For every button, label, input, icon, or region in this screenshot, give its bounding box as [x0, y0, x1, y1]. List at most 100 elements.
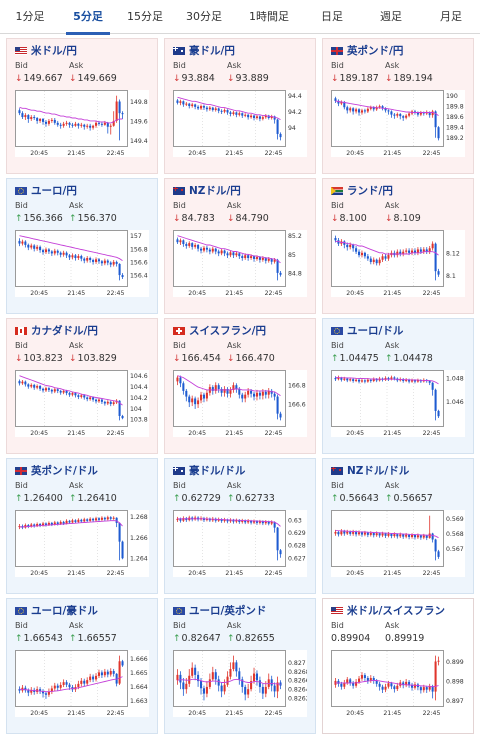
candle [33, 523, 36, 528]
currency-pair-name[interactable]: 英ポンド/ドル [31, 465, 98, 477]
currency-pair-name[interactable]: 英ポンド/円 [347, 45, 404, 57]
x-tick-label: 22:45 [423, 710, 441, 717]
candle [279, 549, 282, 558]
mini-candlestick-chart[interactable]: 1.268 1.266 1.264 20:45 21:45 22:45 [15, 510, 149, 577]
candle [232, 382, 235, 393]
candle [18, 523, 21, 530]
currency-pair-name[interactable]: NZドル/ドル [347, 465, 410, 477]
candle [182, 239, 185, 247]
rate-card[interactable]: ユーロ/ドル Bid Ask ↑ 1.04475 ↑ 1.04478 1.048 1.046 20… [322, 318, 474, 454]
candle [205, 681, 208, 698]
currency-pair-name[interactable]: ランド/円 [347, 185, 393, 197]
currency-pair-name[interactable]: 豪ドル/円 [189, 45, 235, 57]
x-tick-label: 22:45 [423, 290, 441, 297]
x-tick-label: 22:45 [423, 430, 441, 437]
rate-card[interactable]: NZドル/円 Bid Ask ↓ 84.783 ↓ 84.790 85.2 85 84.8 20:4… [164, 178, 316, 314]
y-tick-label: 0.629 [288, 530, 306, 537]
bid-price: 0.82647 [181, 633, 221, 644]
candle [276, 526, 279, 561]
au-flag-icon [173, 46, 185, 55]
candle [115, 517, 118, 528]
currency-pair-name[interactable]: 豪ドル/ドル [189, 465, 246, 477]
mini-candlestick-chart[interactable]: 85.2 85 84.8 20:45 21:45 22:45 [173, 230, 307, 297]
mini-candlestick-chart[interactable]: 0.569 0.568 0.567 20:45 21:45 22:45 [331, 510, 465, 577]
candle [247, 519, 250, 524]
candle [36, 117, 39, 124]
currency-pair-name[interactable]: カナダドル/円 [31, 325, 98, 337]
candle [83, 257, 86, 264]
x-tick-label: 22:45 [265, 710, 283, 717]
mini-candlestick-chart[interactable]: 1.666 1.665 1.664 1.663 20:45 21:45 22:45 [15, 650, 149, 717]
tab-5[interactable]: 日足 [321, 10, 343, 23]
rate-card[interactable]: 豪ドル/ドル Bid Ask ↑ 0.62729 ↑ 0.62733 0.63 0.629 0.6… [164, 458, 316, 594]
rate-card[interactable]: ユーロ/豪ドル Bid Ask ↑ 1.66543 ↑ 1.66557 1.666 1.665 1… [6, 598, 158, 734]
currency-pair-name[interactable]: ユーロ/豪ドル [31, 605, 98, 617]
bid-label: Bid [331, 61, 344, 70]
mini-candlestick-chart[interactable]: 104.6 104.4 104.2 104 103.8 20:45 21:45 22:45 [15, 370, 149, 437]
moving-average-line [335, 680, 439, 688]
mini-candlestick-chart[interactable]: 1.048 1.046 20:45 21:45 22:45 [331, 370, 465, 437]
currency-pair-name[interactable]: 米ドル/円 [31, 45, 77, 57]
y-tick-label: 0.8268 [288, 669, 307, 676]
candle [30, 115, 33, 121]
mini-candlestick-chart[interactable]: 166.8 166.6 20:45 21:45 22:45 [173, 370, 307, 437]
candle [217, 675, 220, 692]
tab-6[interactable]: 週足 [380, 10, 402, 23]
rate-card[interactable]: スイスフラン/円 Bid Ask ↓ 166.454 ↓ 166.470 166.8 166.6… [164, 318, 316, 454]
tab-2[interactable]: 15分足 [127, 10, 163, 23]
ask-label: Ask [227, 481, 242, 490]
mini-candlestick-chart[interactable]: 0.899 0.898 0.897 20:45 21:45 22:45 [331, 650, 465, 717]
currency-pair-name[interactable]: 米ドル/スイスフラン [347, 605, 446, 617]
mini-candlestick-chart[interactable]: 8.12 8.1 20:45 21:45 22:45 [331, 230, 465, 297]
rate-card[interactable]: ユーロ/英ポンド Bid Ask ↑ 0.82647 ↑ 0.82655 0.827 0.826… [164, 598, 316, 734]
mini-candlestick-chart[interactable]: 94.4 94.2 94 20:45 21:45 22:45 [173, 90, 307, 157]
arrow-down-icon: ↓ [385, 73, 393, 84]
candle [65, 251, 68, 258]
x-tick-label: 20:45 [346, 430, 364, 437]
y-tick-label: 1.665 [130, 670, 148, 677]
currency-pair-name[interactable]: NZドル/円 [189, 185, 241, 197]
currency-pair-name[interactable]: ユーロ/英ポンド [189, 605, 267, 617]
mini-candlestick-chart[interactable]: 0.63 0.629 0.628 0.627 20:45 21:45 22:45 [173, 510, 307, 577]
rate-card[interactable]: 米ドル/円 Bid Ask ↓ 149.667 ↓ 149.669 149.8 149.6 149… [6, 38, 158, 174]
tab-4[interactable]: 1時間足 [249, 10, 289, 23]
candle [74, 254, 77, 261]
candle [214, 247, 217, 255]
candle [176, 516, 179, 522]
mini-candlestick-chart[interactable]: 149.8 149.6 149.4 20:45 21:45 22:45 [15, 90, 149, 157]
ask-label: Ask [385, 61, 400, 70]
candle [360, 108, 364, 115]
rate-card[interactable]: カナダドル/円 Bid Ask ↓ 103.823 ↓ 103.829 104.6 104.4 1… [6, 318, 158, 454]
rate-card[interactable]: 英ポンド/円 Bid Ask ↓ 189.187 ↓ 189.194 190 189.8 189.… [322, 38, 474, 174]
rate-card[interactable]: 米ドル/スイスフラン Bid Ask 0.89904 0.89919 0.899 0.898… [322, 598, 474, 734]
currency-pair-name[interactable]: ユーロ/円 [31, 185, 77, 197]
candle [220, 387, 223, 397]
tab-1[interactable]: 5分足 [60, 0, 116, 35]
candle [103, 258, 106, 266]
rate-card[interactable]: 豪ドル/円 Bid Ask ↓ 93.884 ↓ 93.889 94.4 94.2 94 20:45… [164, 38, 316, 174]
candle [68, 121, 71, 128]
candle [393, 684, 396, 693]
y-tick-label: 8.1 [446, 273, 456, 280]
rate-card[interactable]: ランド/円 Bid Ask ↓ 8.100 ↓ 8.109 8.12 8.1 20:45 21:45… [322, 178, 474, 314]
mini-candlestick-chart[interactable]: 157 156.8 156.6 156.4 20:45 21:45 22:45 [15, 230, 149, 297]
bid-price: 8.100 [339, 213, 367, 224]
us-flag-icon [15, 46, 27, 55]
tab-3[interactable]: 30分足 [186, 10, 222, 23]
candle [425, 247, 428, 254]
candle [30, 383, 33, 389]
candle [194, 396, 197, 409]
candle [59, 389, 62, 395]
rate-card[interactable]: NZドル/ドル Bid Ask ↑ 0.56643 ↑ 0.56657 0.569 0.568 0… [322, 458, 474, 594]
currency-pair-name[interactable]: スイスフラン/円 [189, 325, 267, 337]
rate-card[interactable]: 英ポンド/ドル Bid Ask ↑ 1.26400 ↑ 1.26410 1.268 1.266 1… [6, 458, 158, 594]
mini-candlestick-chart[interactable]: 190 189.8 189.6 189.4 189.2 20:45 21:45 22:45 [331, 90, 465, 157]
candle [390, 110, 393, 118]
candle [41, 248, 45, 255]
rate-card[interactable]: ユーロ/円 Bid Ask ↑ 156.366 ↑ 156.370 157 156.8 156.6… [6, 178, 158, 314]
tab-7[interactable]: 月足 [440, 10, 462, 23]
tab-0[interactable]: 1分足 [15, 10, 45, 23]
currency-pair-name[interactable]: ユーロ/ドル [347, 325, 404, 337]
candle [39, 384, 42, 391]
